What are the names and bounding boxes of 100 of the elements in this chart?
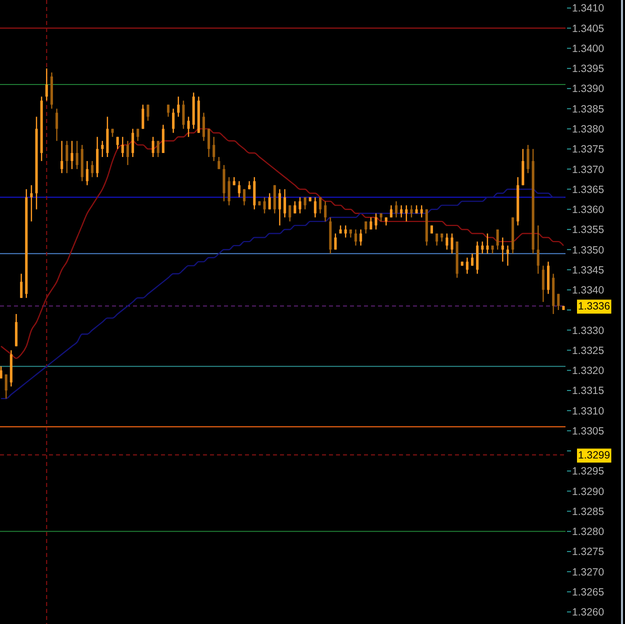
candlestick [0,366,2,380]
candlestick [374,212,378,230]
candlestick [284,188,286,218]
y-tick-label: 1.3280 [572,526,604,538]
y-tick-label: 1.3345 [572,264,604,276]
candlestick [242,188,246,206]
candlestick [30,184,33,222]
candlestick [136,128,140,142]
ref-line-label: 1.3299 [578,450,610,462]
candlestick [481,240,484,254]
candlestick [436,232,438,246]
candlestick [324,200,327,222]
candlestick [132,128,134,158]
y-tick-label: 1.3295 [572,466,604,478]
candlestick [354,228,357,246]
y-tick-label: 1.3375 [572,144,604,156]
candlestick [486,232,489,254]
candlestick [394,200,398,218]
candlestick [208,128,210,158]
candlestick [334,232,337,250]
y-tick-label: 1.3400 [572,42,604,55]
candlestick [146,104,150,122]
candlestick [294,200,296,214]
candlestick [238,180,240,198]
candlestick [496,228,499,250]
candlestick [212,136,216,162]
candlestick [542,265,544,303]
y-tick-label: 1.3370 [572,164,604,176]
y-tick-label: 1.3410 [572,2,604,15]
candlestick [390,204,392,218]
candlestick [76,140,78,170]
candlestick [156,140,160,158]
candlestick [410,204,413,218]
candlestick [126,140,129,166]
candlestick [86,160,88,186]
y-tick-label: 1.3265 [572,586,604,598]
candlestick [45,68,48,102]
candlestick [470,253,474,266]
candlestick [166,104,170,118]
y-tick-label: 1.3360 [572,204,604,216]
candlestick [446,232,448,250]
candlestick [405,204,408,222]
y-tick-label: 1.3380 [572,124,604,136]
candlestick [557,293,560,311]
candlestick [268,192,271,210]
candlestick [182,100,185,130]
candlestick [314,196,316,218]
line-series [0,188,564,400]
candlestick [187,116,190,138]
y-tick-label: 1.3270 [572,566,604,578]
y-tick-label: 1.3395 [572,63,604,76]
candlestick [304,196,306,210]
candlestick [202,112,205,142]
candlestick [60,140,64,174]
candlestick [288,204,292,222]
candlestick [121,136,124,158]
y-tick-label: 1.3350 [572,244,604,256]
candlestick [263,196,266,214]
y-tick-label: 1.3365 [572,184,604,196]
y-tick-label: 1.3390 [572,83,604,96]
y-tick-label: 1.3405 [572,22,604,35]
candlestick [56,108,58,142]
candlestick [228,176,230,206]
candlestick [4,374,8,400]
candlestick [450,232,454,254]
y-tick-label: 1.3325 [572,344,604,357]
candlestick [177,96,180,118]
y-tick-label: 1.3285 [572,506,604,518]
candlestick [101,140,104,158]
y-tick-label: 1.3305 [572,425,604,438]
candlestick [466,257,468,274]
candlestick [318,196,322,214]
candlestick [298,196,302,214]
candlestick [172,108,175,134]
candlestick [370,216,372,230]
y-tick-label: 1.3275 [572,546,604,558]
ref-line-label: 1.3336 [578,300,610,313]
candlestick [536,224,540,274]
candlestick [70,140,74,170]
y-tick-label: 1.3355 [572,224,604,236]
candlestick [526,144,530,174]
y-tick-label: 1.3310 [572,405,604,418]
candlestick [506,244,509,266]
candlestick [218,156,220,170]
candlestick [20,273,23,299]
candlestick [420,204,423,218]
candlestick [360,228,362,246]
candlestick [344,224,347,238]
y-tick-label: 1.3330 [572,324,604,337]
candlestick [152,136,154,158]
candlestick [66,140,68,174]
y-tick-label: 1.3320 [572,365,604,378]
y-tick-label: 1.3260 [572,606,604,619]
candlestick [278,188,281,226]
y-tick-label: 1.3340 [572,284,604,297]
y-tick-label: 1.3290 [572,486,604,498]
candlestick [142,104,144,130]
y-tick-label: 1.3385 [572,103,604,116]
candlestick [90,160,94,178]
candlestick [116,136,119,150]
